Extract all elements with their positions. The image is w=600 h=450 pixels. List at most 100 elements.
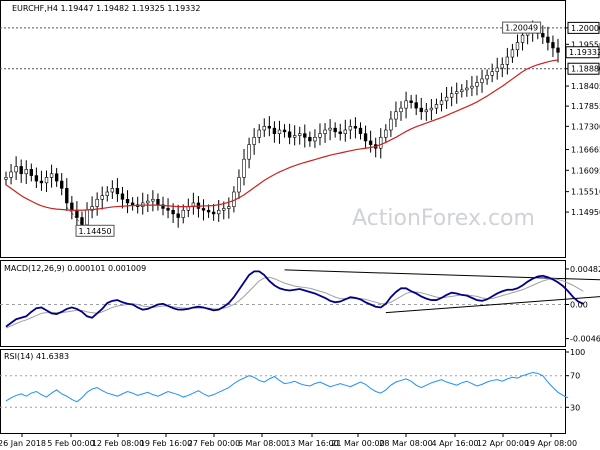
price-y-tick-label: 1.17855 bbox=[571, 102, 600, 111]
candle-body bbox=[505, 56, 510, 65]
candle-body bbox=[282, 129, 287, 133]
candle-body bbox=[556, 47, 560, 53]
x-tick-label: 5 Feb 00:00 bbox=[47, 439, 94, 448]
price-y-tick-label: 1.20000 bbox=[571, 24, 600, 33]
candle-body bbox=[460, 89, 464, 93]
candle-body bbox=[39, 180, 44, 184]
candle-body bbox=[237, 177, 241, 193]
candle-body bbox=[449, 93, 454, 98]
watermark: ActionForex.com bbox=[352, 206, 535, 231]
price-level-tag bbox=[567, 62, 600, 75]
price-y-tick-label: 1.19550 bbox=[571, 40, 600, 49]
price-y-tick-label: 1.18405 bbox=[571, 82, 600, 91]
candle-body bbox=[227, 206, 231, 209]
rsi-y-tick-label: 70 bbox=[570, 372, 580, 381]
x-tick-label: 19 Feb 16:00 bbox=[140, 439, 192, 448]
candle-body bbox=[363, 133, 368, 142]
macd-pane-frame bbox=[0, 260, 566, 347]
candle-body bbox=[546, 36, 550, 43]
candle-body bbox=[146, 200, 150, 204]
candle-body bbox=[475, 82, 479, 87]
candle-body bbox=[368, 140, 373, 145]
candle-body bbox=[541, 33, 545, 38]
candle-body bbox=[287, 131, 292, 138]
candle-body bbox=[323, 129, 327, 134]
candle-body bbox=[120, 193, 125, 200]
macd-y-tick-label: 0.004827 bbox=[570, 265, 600, 274]
candle-body bbox=[318, 133, 322, 138]
candle-body bbox=[206, 209, 211, 213]
rsi-series bbox=[5, 372, 569, 403]
price-annotation-label: 1.14450 bbox=[78, 227, 111, 236]
candle-body bbox=[444, 96, 449, 102]
rsi-y-tick-label: 100 bbox=[570, 348, 585, 357]
candle-body bbox=[9, 171, 13, 178]
candle-body bbox=[29, 169, 34, 176]
candle-body bbox=[85, 209, 89, 226]
price-annotation-box bbox=[502, 21, 542, 34]
candle-body bbox=[298, 133, 302, 136]
x-tick-label: 12 Apr 00:00 bbox=[477, 439, 529, 448]
candle-body bbox=[434, 104, 439, 109]
candle-body bbox=[485, 74, 489, 80]
candle-body bbox=[358, 127, 363, 134]
candle-body bbox=[384, 129, 388, 138]
candle-body bbox=[44, 177, 49, 184]
price-y-axis: 1.20000 1.19550 1.18880 1.18405 1.17855 1.173… bbox=[565, 21, 600, 217]
x-tick-label: 12 Feb 08:00 bbox=[92, 439, 144, 448]
candle-body bbox=[379, 136, 383, 149]
candle-body bbox=[75, 209, 79, 218]
x-tick-label: 6 Mar 08:00 bbox=[238, 439, 286, 448]
candle-body bbox=[495, 67, 499, 72]
rsi-pane: RSI(14) 41.6383 100 70 30 bbox=[0, 348, 585, 434]
price-y-tick-label: 1.14950 bbox=[571, 208, 600, 217]
price-y-tick-label: 1.18880 bbox=[571, 65, 600, 74]
price-y-tick-label: 1.16665 bbox=[571, 146, 600, 155]
candle-body bbox=[343, 129, 347, 134]
candle-body bbox=[308, 136, 312, 142]
rsi-y-axis: 100 70 30 bbox=[565, 348, 585, 412]
x-tick-label: 13 Mar 16:00 bbox=[285, 439, 338, 448]
candle-body bbox=[257, 129, 261, 138]
candle-body bbox=[54, 173, 59, 182]
candle-body bbox=[389, 118, 393, 131]
candle-body bbox=[95, 198, 99, 207]
candle-body bbox=[480, 78, 484, 83]
annotations: 1.20049 1.14450 bbox=[75, 21, 542, 237]
price-pane-frame bbox=[0, 0, 566, 258]
candle-body bbox=[166, 208, 170, 211]
candle-body bbox=[414, 102, 418, 109]
x-tick-label: 27 Feb 00:00 bbox=[188, 439, 240, 448]
candle-body bbox=[348, 126, 353, 131]
macd-trend-line bbox=[284, 269, 600, 281]
candle-body bbox=[404, 100, 408, 109]
price-annotation-box bbox=[75, 224, 115, 237]
candle-body bbox=[34, 175, 39, 182]
candle-body bbox=[394, 111, 398, 120]
candle-body bbox=[105, 191, 109, 196]
candle-body bbox=[429, 107, 434, 111]
x-tick-label: 4 Apr 16:00 bbox=[431, 439, 478, 448]
candle-body bbox=[211, 211, 216, 215]
rsi-pane-title: RSI(14) 41.6383 bbox=[4, 352, 69, 361]
candle-body bbox=[353, 126, 358, 129]
macd-pane: MACD(12,26,9) 0.000101 0.001009 0.004827… bbox=[0, 260, 600, 347]
candle-body bbox=[551, 42, 555, 49]
candle-body bbox=[424, 109, 429, 113]
moving-average-series bbox=[5, 59, 559, 211]
price-y-tick-label: 1.15510 bbox=[571, 188, 600, 197]
candle-body bbox=[439, 100, 444, 105]
macd-line bbox=[5, 270, 584, 328]
candle-body bbox=[338, 131, 342, 134]
candle-body bbox=[277, 129, 282, 134]
macd-series bbox=[5, 270, 584, 329]
candle-body bbox=[399, 107, 403, 113]
macd-y-tick-label: 0.00 bbox=[570, 301, 588, 310]
candle-body bbox=[328, 127, 332, 131]
candle-body bbox=[217, 209, 221, 215]
candle-body bbox=[176, 213, 180, 218]
candle-body bbox=[465, 87, 469, 91]
x-tick-label: 19 Apr 08:00 bbox=[525, 439, 577, 448]
current-price-tag bbox=[565, 46, 600, 59]
